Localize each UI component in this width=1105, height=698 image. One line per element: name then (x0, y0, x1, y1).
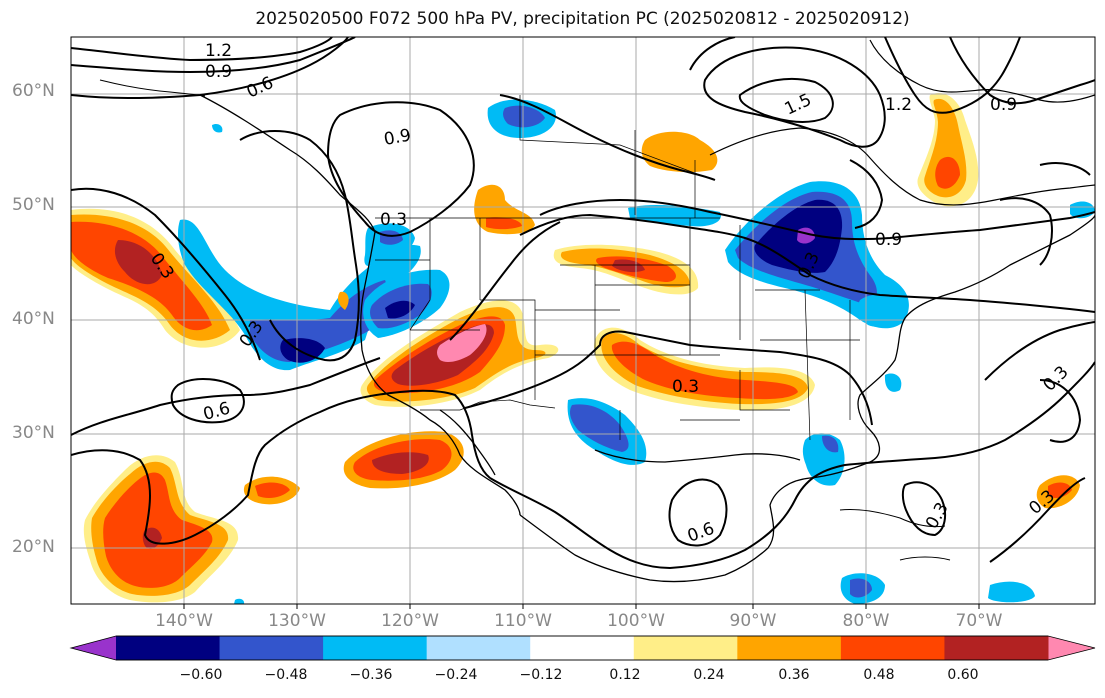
contour-label: 1.2 (205, 41, 232, 61)
colorbar-tick-label: 0.60 (947, 667, 979, 683)
colorbar-extend-low (71, 636, 116, 660)
colorbar-tick-label: 0.24 (693, 667, 725, 683)
contour-label: 0.9 (205, 62, 232, 82)
colorbar-bin (323, 636, 428, 660)
colorbar-bin (737, 636, 842, 660)
lon-label-110w: 110°W (494, 611, 552, 631)
lon-label-120w: 120°W (381, 611, 439, 631)
colorbar-extend-high (1048, 636, 1095, 660)
colorbar-tick-label: 0.36 (778, 667, 810, 683)
colorbar (69, 635, 1096, 661)
lon-label-70w: 70°W (955, 611, 1003, 631)
contour-label: 0.3 (380, 210, 407, 230)
colorbar-outline (69, 635, 1096, 661)
graticule (71, 37, 1095, 604)
colorbar-tick-label: −0.36 (349, 667, 393, 683)
lon-label-130w: 130°W (268, 611, 326, 631)
colorbar-tick-label: 0.48 (863, 667, 895, 683)
lat-label-40n: 40°N (12, 309, 55, 329)
contour-label: 0.3 (672, 377, 699, 397)
colorbar-bin (944, 636, 1049, 660)
colorbar-bin (219, 636, 324, 660)
colorbar-bin (633, 636, 738, 660)
contour-label: 1.2 (885, 95, 912, 115)
pv-contours (71, 37, 1095, 570)
lon-ticks (183, 604, 980, 609)
colorbar-tick-label: −0.48 (264, 667, 308, 683)
lat-label-30n: 30°N (12, 423, 55, 443)
lon-label-100w: 100°W (607, 611, 665, 631)
lon-label-80w: 80°W (842, 611, 890, 631)
map-title: 2025020500 F072 500 hPa PV, precipitatio… (255, 9, 910, 29)
precip-shading (71, 92, 1095, 604)
lat-label-20n: 20°N (12, 537, 55, 557)
colorbar-bin (840, 636, 945, 660)
colorbar-tick-label: −0.60 (179, 667, 223, 683)
map-area: 1.2 0.9 0.6 0.9 0.3 0.3 0.3 0.6 1.5 1.2 … (71, 37, 1095, 604)
contour-label: 0.9 (990, 95, 1017, 115)
colorbar-bin (116, 636, 221, 660)
contour-label: 0.9 (875, 230, 902, 250)
lat-label-50n: 50°N (12, 195, 55, 215)
lat-label-60n: 60°N (12, 81, 55, 101)
colorbar-tick-label: 0.12 (609, 667, 641, 683)
map-frame (70, 36, 1096, 605)
lon-label-90w: 90°W (729, 611, 777, 631)
colorbar-tick-label: −0.24 (434, 667, 478, 683)
colorbar-bin (426, 636, 531, 660)
colorbar-tick-label: −0.12 (519, 667, 563, 683)
contour-label: 0.9 (382, 126, 412, 150)
lon-label-140w: 140°W (155, 611, 213, 631)
colorbar-bin (530, 636, 635, 660)
